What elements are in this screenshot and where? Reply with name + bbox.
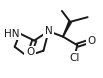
Polygon shape <box>63 21 71 37</box>
Text: O: O <box>88 36 96 46</box>
Text: N: N <box>45 26 52 36</box>
Text: Cl: Cl <box>69 53 79 63</box>
Text: O: O <box>26 47 34 57</box>
Text: HN: HN <box>4 29 20 39</box>
